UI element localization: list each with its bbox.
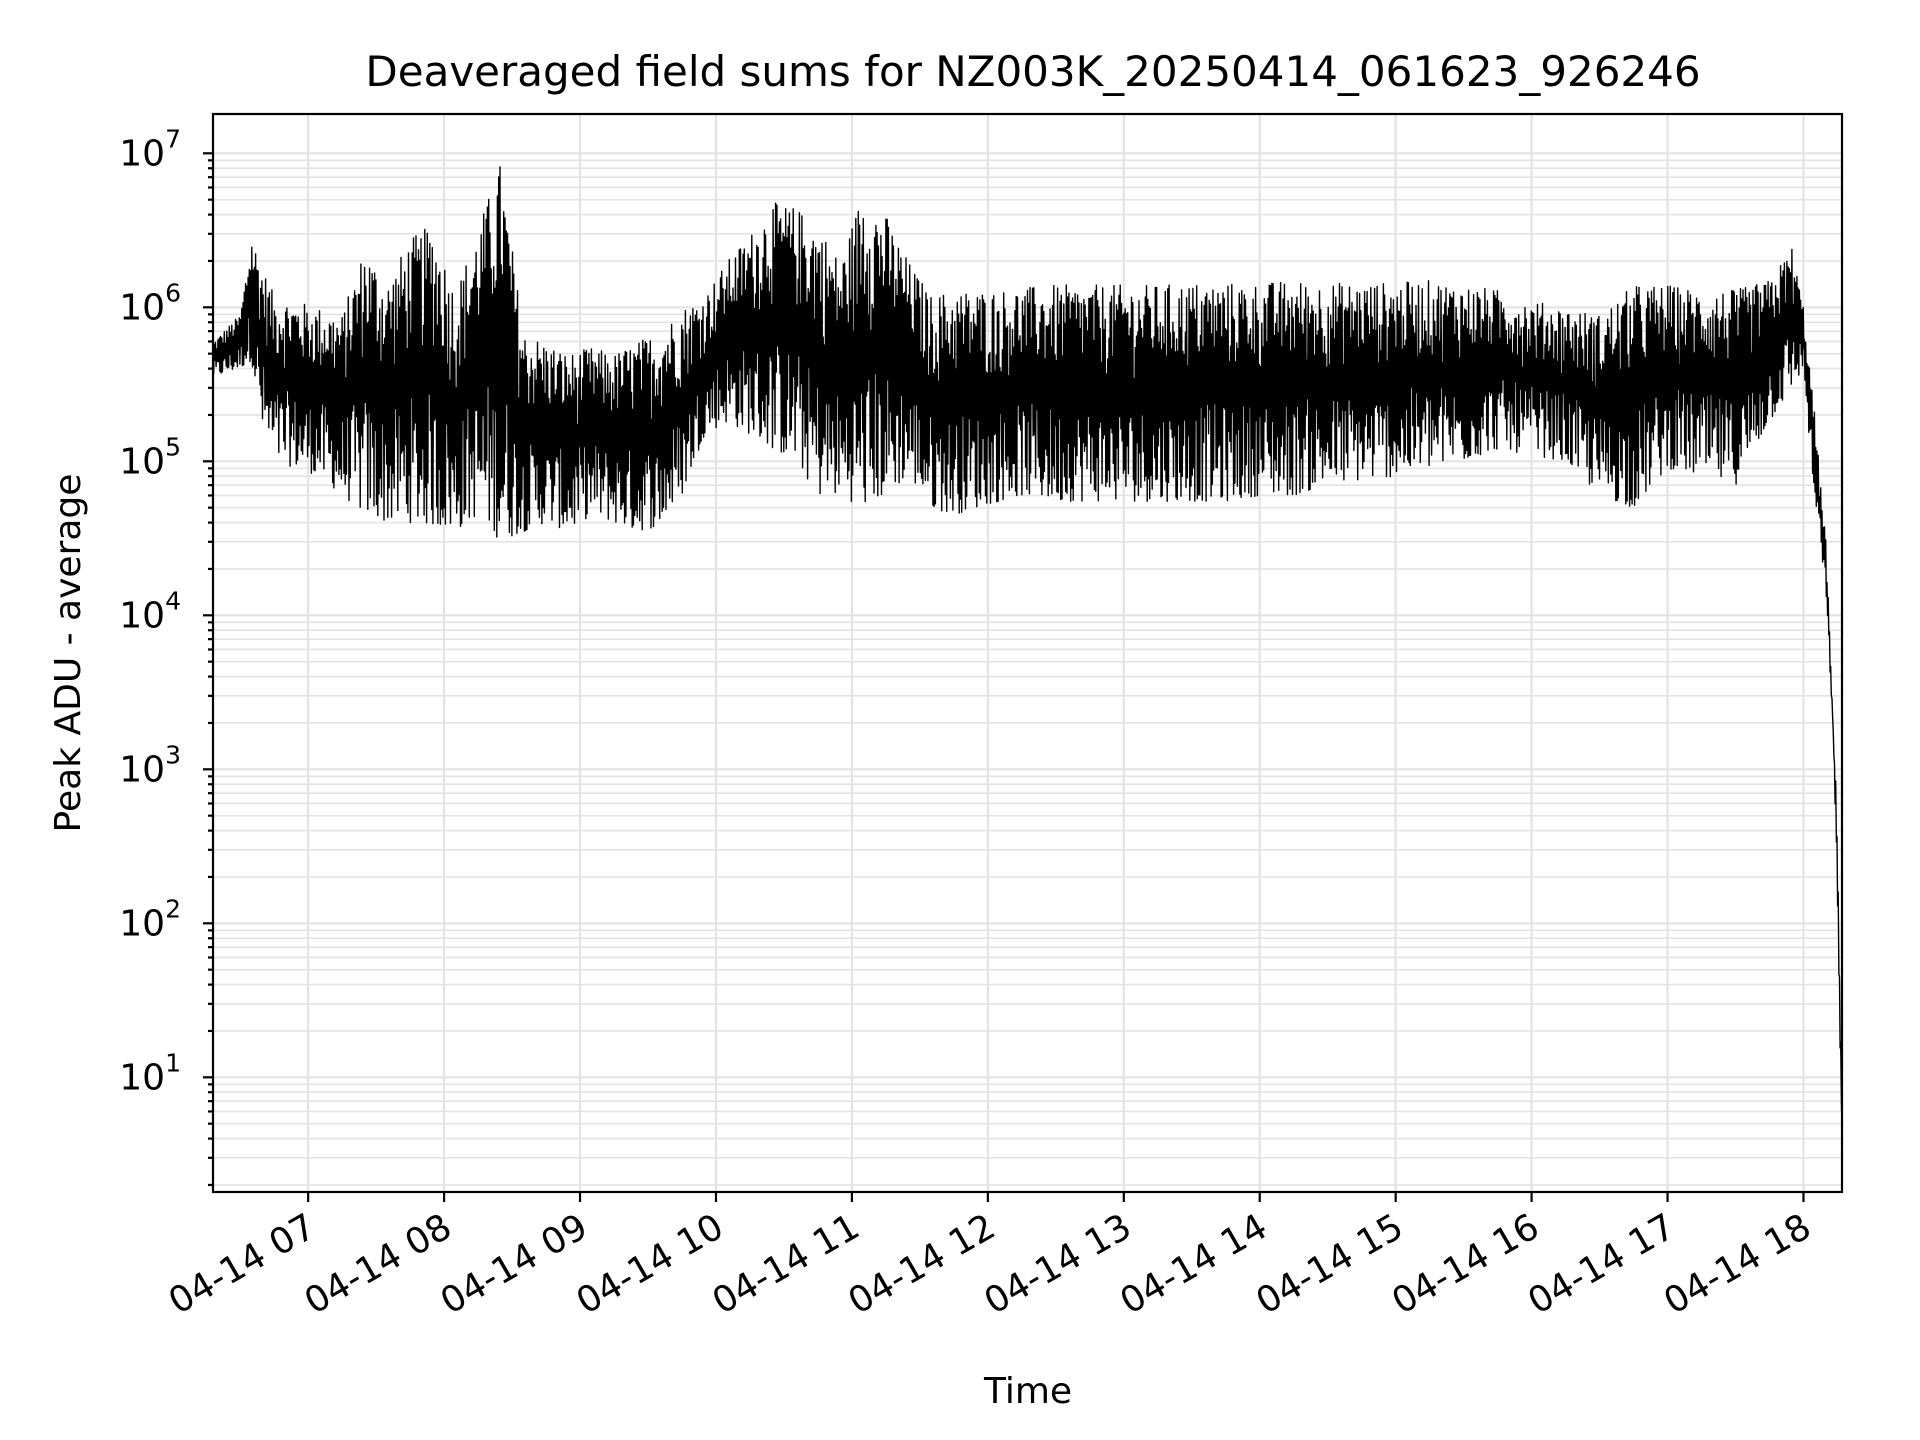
y-tick-label-exponent: 2 <box>165 894 181 923</box>
y-tick-label-base: 10 <box>119 749 165 790</box>
y-tick-label-exponent: 6 <box>165 278 181 307</box>
y-axis-label: Peak ADU - average <box>48 474 89 833</box>
y-tick-label-exponent: 3 <box>165 740 181 769</box>
y-tick-label-base: 10 <box>119 133 165 174</box>
y-tick-label-exponent: 5 <box>165 432 181 461</box>
x-axis-label: Time <box>983 1371 1072 1412</box>
y-tick-label-exponent: 7 <box>165 124 181 153</box>
chart: Deaveraged field sums for NZ003K_2025041… <box>0 0 1920 1440</box>
y-tick-label-exponent: 1 <box>165 1048 181 1077</box>
y-tick-label-base: 10 <box>119 1057 165 1098</box>
y-tick-label-base: 10 <box>119 287 165 328</box>
chart-title: Deaveraged field sums for NZ003K_2025041… <box>365 47 1700 96</box>
y-tick-label-exponent: 4 <box>165 586 181 615</box>
y-tick-label-base: 10 <box>119 595 165 636</box>
y-tick-label-base: 10 <box>119 903 165 944</box>
y-tick-label-base: 10 <box>119 441 165 482</box>
